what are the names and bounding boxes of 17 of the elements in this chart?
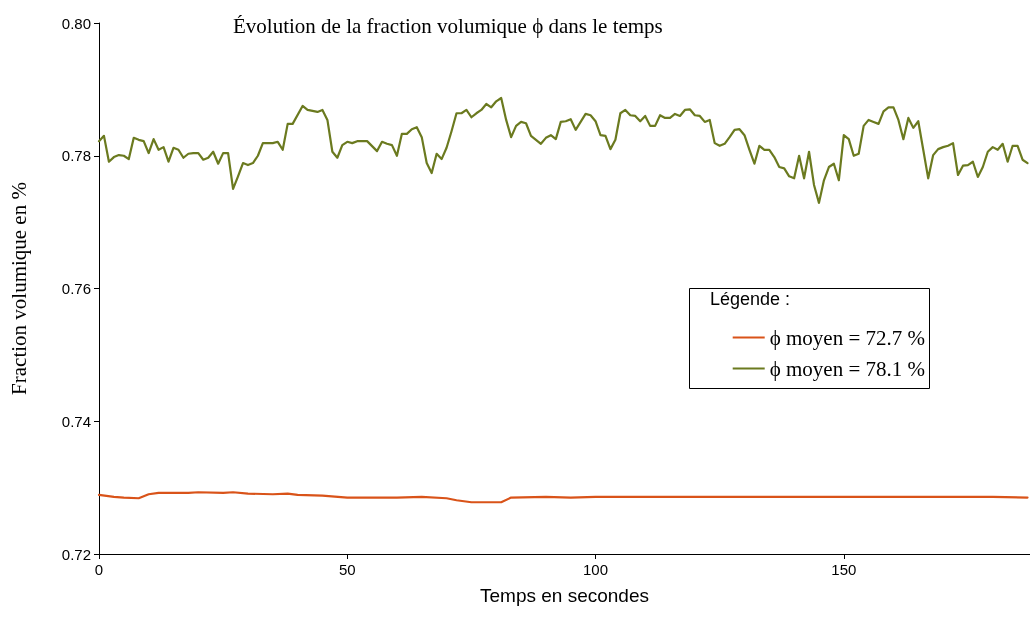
x-axis-title: Temps en secondes — [480, 585, 649, 606]
legend-label: ϕ moyen = 78.1 % — [769, 356, 925, 381]
y-tick-label: 0.80 — [61, 14, 91, 32]
chart-title: Évolution de la fraction volumique ϕ dans le temps — [233, 13, 663, 38]
x-tick-label: 0 — [94, 561, 104, 578]
x-tick-label: 150 — [831, 561, 857, 578]
legend-label: ϕ moyen = 72.7 % — [769, 325, 925, 350]
y-tick-label: 0.74 — [61, 412, 91, 430]
x-tick-label: 100 — [583, 561, 609, 578]
y-axis-title: Fraction volumique en % — [6, 182, 31, 395]
line-series — [97, 96, 1029, 204]
y-tick-label: 0.76 — [61, 280, 91, 297]
legend-title: Légende : — [709, 289, 790, 309]
line-series — [97, 491, 1029, 504]
y-tick-label: 0.78 — [61, 147, 91, 165]
x-tick-label: 50 — [338, 561, 356, 578]
y-tick-label: 0.72 — [61, 545, 91, 563]
